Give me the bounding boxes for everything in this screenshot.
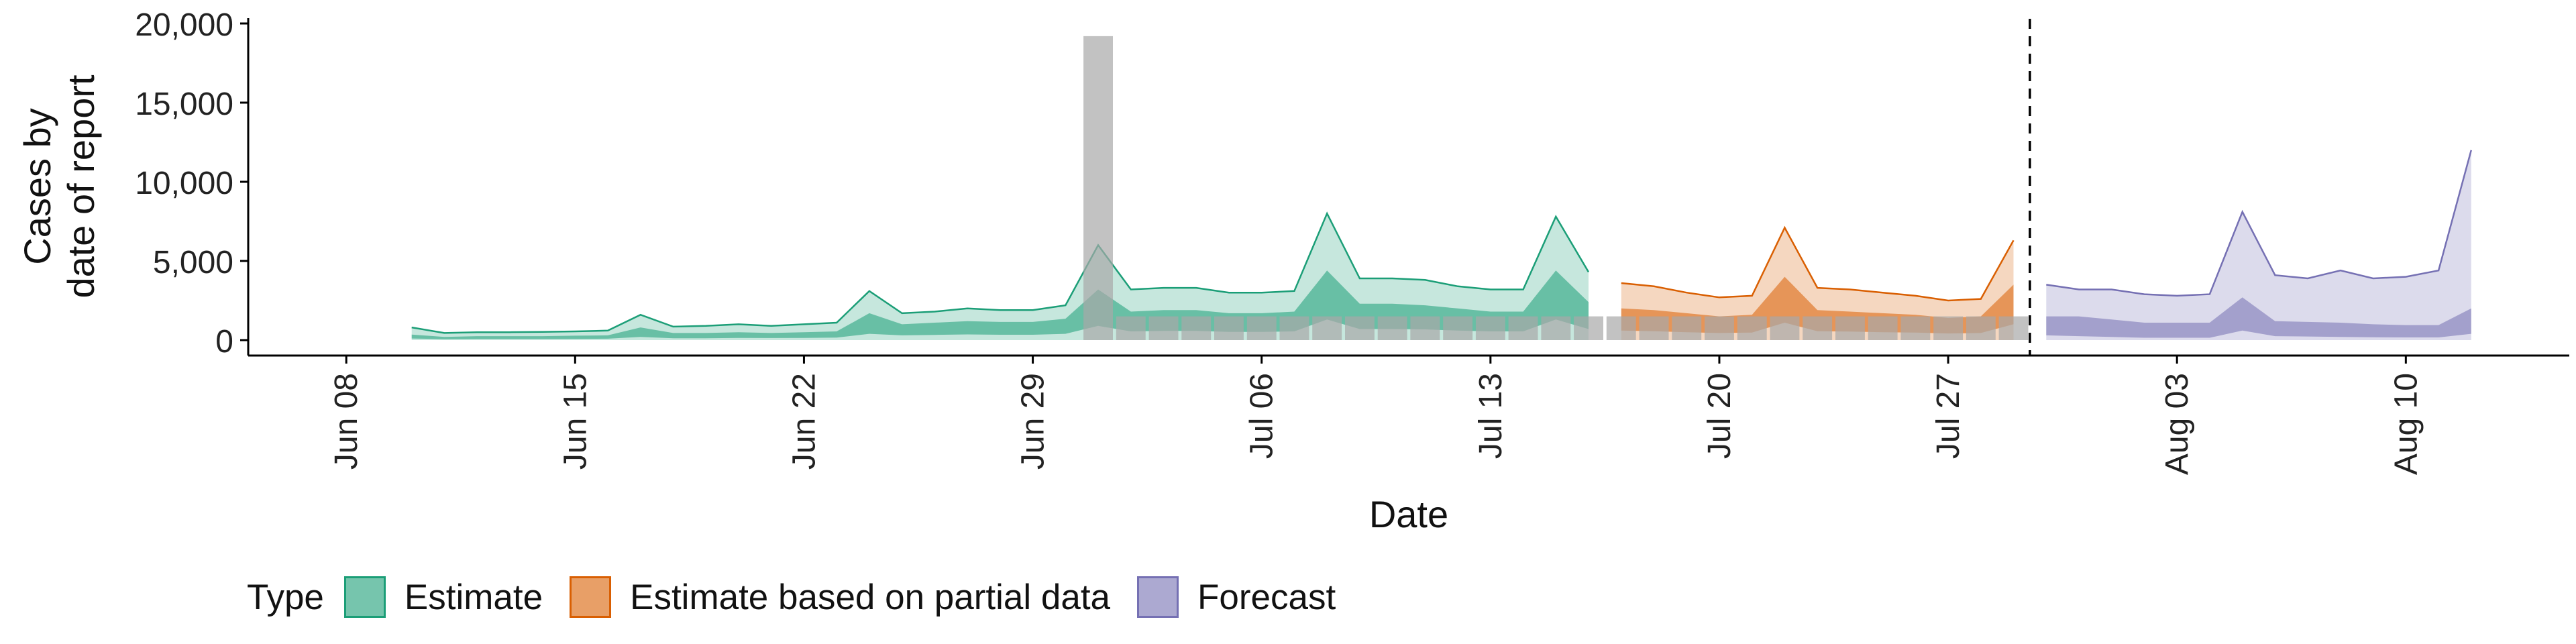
band-90-0	[411, 213, 1589, 340]
observed-bar	[1116, 316, 1146, 340]
x-axis-label: Date	[1369, 493, 1448, 535]
observed-bar	[1181, 316, 1212, 340]
band-upper-edge-2	[2046, 150, 2473, 297]
legend-label-estimate: Estimate	[404, 577, 543, 617]
legend-label-partial: Estimate based on partial data	[630, 577, 1111, 617]
y-axis-label-line-1: Cases by	[16, 108, 58, 264]
observed-bar	[1541, 316, 1571, 340]
band-upper-edge-0	[411, 211, 1590, 334]
x-tick-label: Jun 08	[329, 373, 364, 470]
observed-bar	[1900, 316, 1931, 340]
y-tick-layer: 0 5,000 10,000 15,000 20,000	[135, 7, 248, 360]
observed-bar	[1345, 316, 1375, 340]
band-90-1	[1621, 227, 2014, 340]
x-tick-label: Jun 15	[557, 373, 593, 470]
legend-key-partial	[570, 576, 612, 618]
observed-bar	[1443, 316, 1473, 340]
observed-bar	[1574, 316, 1603, 340]
observed-bar	[1475, 316, 1505, 340]
legend-item-estimate: Estimate	[343, 576, 543, 618]
band-upper-edge-1	[1621, 225, 2015, 302]
observed-bar	[1606, 316, 1636, 340]
observed-bar-layer	[1083, 36, 2029, 341]
observed-bar	[1148, 316, 1179, 340]
legend-item-partial: Estimate based on partial data	[570, 576, 1110, 618]
x-tick-label: Jun 29	[1016, 373, 1051, 470]
observed-bar	[1672, 316, 1702, 340]
legend: Type Estimate Estimate based on partial …	[247, 576, 1362, 619]
x-tick-label: Aug 10	[2388, 373, 2424, 475]
y-tick-label: 5,000	[153, 245, 233, 280]
observed-bar	[1966, 316, 1996, 340]
legend-label-forecast: Forecast	[1197, 577, 1336, 617]
observed-bar	[1705, 316, 1734, 340]
observed-bar	[1377, 316, 1407, 340]
observed-bar	[1214, 316, 1244, 340]
observed-bar	[1998, 316, 2029, 340]
legend-item-forecast: Forecast	[1137, 576, 1336, 618]
observed-bar	[1410, 316, 1440, 340]
legend-key-estimate	[343, 576, 386, 618]
x-tick-label: Jul 06	[1244, 373, 1280, 459]
y-tick-label: 0	[215, 324, 233, 360]
x-tick-label: Jun 22	[786, 373, 822, 470]
observed-bar	[1770, 316, 1800, 340]
observed-bar	[1639, 316, 1669, 340]
axes-layer	[247, 18, 2569, 357]
y-tick-label: 20,000	[135, 7, 233, 43]
observed-bar	[1246, 316, 1277, 340]
observed-bar	[1835, 316, 1865, 340]
observed-bar	[1868, 316, 1898, 340]
observed-bar	[1312, 316, 1342, 340]
observed-bar	[1803, 316, 1833, 340]
observed-bar	[1737, 316, 1767, 340]
x-tick-label: Jul 27	[1931, 373, 1966, 459]
y-tick-label: 10,000	[135, 166, 233, 201]
band-50-2	[2046, 297, 2471, 338]
observed-bar	[1933, 316, 1964, 340]
y-axis-label-line-2: date of report	[60, 74, 102, 299]
legend-title: Type	[247, 577, 324, 617]
x-tick-label: Aug 03	[2159, 373, 2195, 475]
x-tick-label: Jul 13	[1473, 373, 1509, 459]
legend-key-forecast	[1137, 576, 1179, 618]
y-tick-label: 15,000	[135, 87, 233, 122]
x-tick-label: Jul 20	[1702, 373, 1737, 459]
observed-bar	[1508, 316, 1538, 340]
band-layer	[411, 150, 2473, 341]
x-tick-layer: Jun 08 Jun 15 Jun 22 Jun 29 Jul 06 Jul 13 Jul …	[329, 356, 2424, 475]
observed-bar	[1083, 36, 1113, 341]
observed-bar	[1279, 316, 1309, 340]
